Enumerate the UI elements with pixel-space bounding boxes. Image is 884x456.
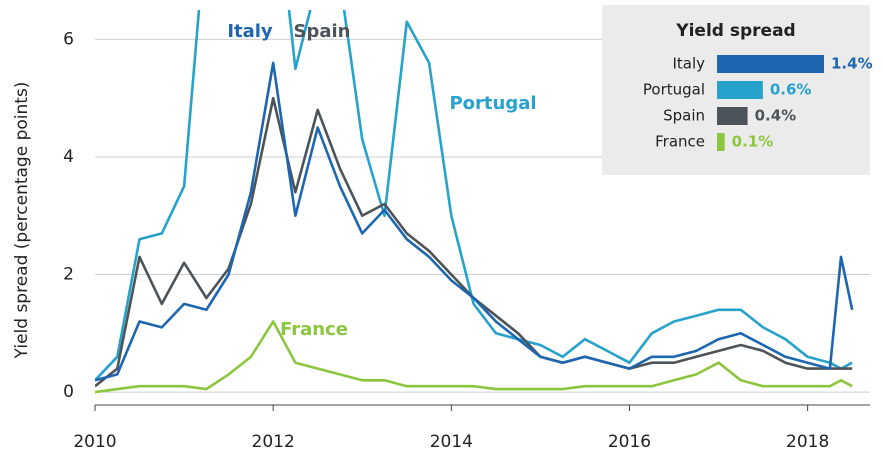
bar bbox=[717, 55, 824, 73]
bar-value-label: 0.4% bbox=[755, 107, 797, 125]
bar-category-label: Portugal bbox=[643, 81, 705, 99]
series-line bbox=[95, 96, 853, 388]
bar-value-label: 0.1% bbox=[732, 133, 774, 151]
y-tick-label: 2 bbox=[63, 265, 74, 285]
series-label: Italy bbox=[227, 21, 273, 42]
bar bbox=[717, 107, 748, 125]
bar-category-label: Italy bbox=[672, 55, 705, 73]
bar-category-label: Spain bbox=[663, 107, 705, 125]
inset: Italy 1.4% Portugal 0.6% Spain 0.4% France 0.1% bbox=[643, 55, 873, 151]
inset-title: Yield spread bbox=[675, 21, 795, 41]
series-label: France bbox=[280, 319, 348, 340]
series-line bbox=[95, 10, 853, 382]
series-line bbox=[95, 61, 854, 382]
bar-category-label: France bbox=[655, 133, 705, 151]
lines bbox=[95, 10, 854, 394]
series-line bbox=[95, 320, 853, 394]
x-tick-label: 2012 bbox=[252, 432, 295, 452]
bar-value-label: 1.4% bbox=[831, 55, 873, 73]
x-tick-label: 2010 bbox=[73, 432, 116, 452]
y-axis-label: Yield spread (percentage points) bbox=[12, 82, 32, 360]
y-tick-label: 6 bbox=[63, 29, 74, 49]
bar-value-label: 0.6% bbox=[770, 81, 812, 99]
series-label: Portugal bbox=[449, 93, 536, 114]
series-label: Spain bbox=[294, 21, 351, 42]
bar bbox=[717, 133, 725, 151]
x-tick-label: 2018 bbox=[786, 432, 829, 452]
y-tick-label: 4 bbox=[63, 147, 74, 167]
y-tick-label: 0 bbox=[63, 382, 74, 402]
x-tick-label: 2016 bbox=[608, 432, 651, 452]
bar bbox=[717, 81, 763, 99]
x-tick-label: 2014 bbox=[430, 432, 473, 452]
